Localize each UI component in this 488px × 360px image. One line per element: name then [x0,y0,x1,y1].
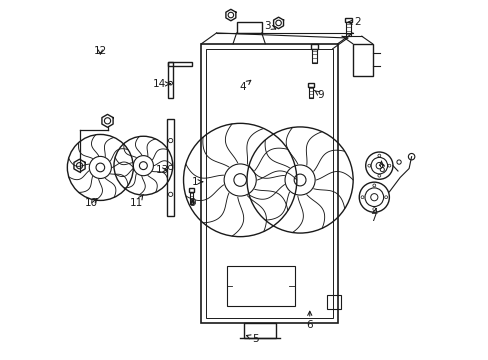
Bar [307,83,313,87]
Text: 5: 5 [246,333,258,343]
Bar [167,119,174,216]
Text: 3: 3 [264,21,275,31]
Bar [308,87,312,98]
Bar [312,49,316,63]
Text: 7: 7 [369,208,376,222]
Text: 4: 4 [239,80,250,92]
Text: 13: 13 [156,165,169,175]
Text: 1: 1 [191,177,202,187]
Bar [189,192,193,204]
Bar [310,44,317,49]
Bar [244,323,276,338]
Bar [206,49,332,319]
Bar [236,22,261,33]
Text: 11: 11 [130,194,143,208]
Bar [352,44,372,76]
Bar [168,62,172,98]
Text: 9: 9 [189,198,196,208]
Text: 14: 14 [153,79,170,89]
Bar [201,44,337,323]
Text: 8: 8 [377,161,384,174]
Bar [345,18,351,22]
Bar [326,295,341,309]
Text: 12: 12 [94,46,107,56]
Bar [346,22,350,36]
Text: 2: 2 [347,17,360,27]
Bar [168,62,191,66]
Bar [188,188,194,192]
Text: 9: 9 [314,90,323,100]
Text: 10: 10 [84,198,98,208]
Text: 6: 6 [306,311,312,330]
Bar [226,266,294,306]
